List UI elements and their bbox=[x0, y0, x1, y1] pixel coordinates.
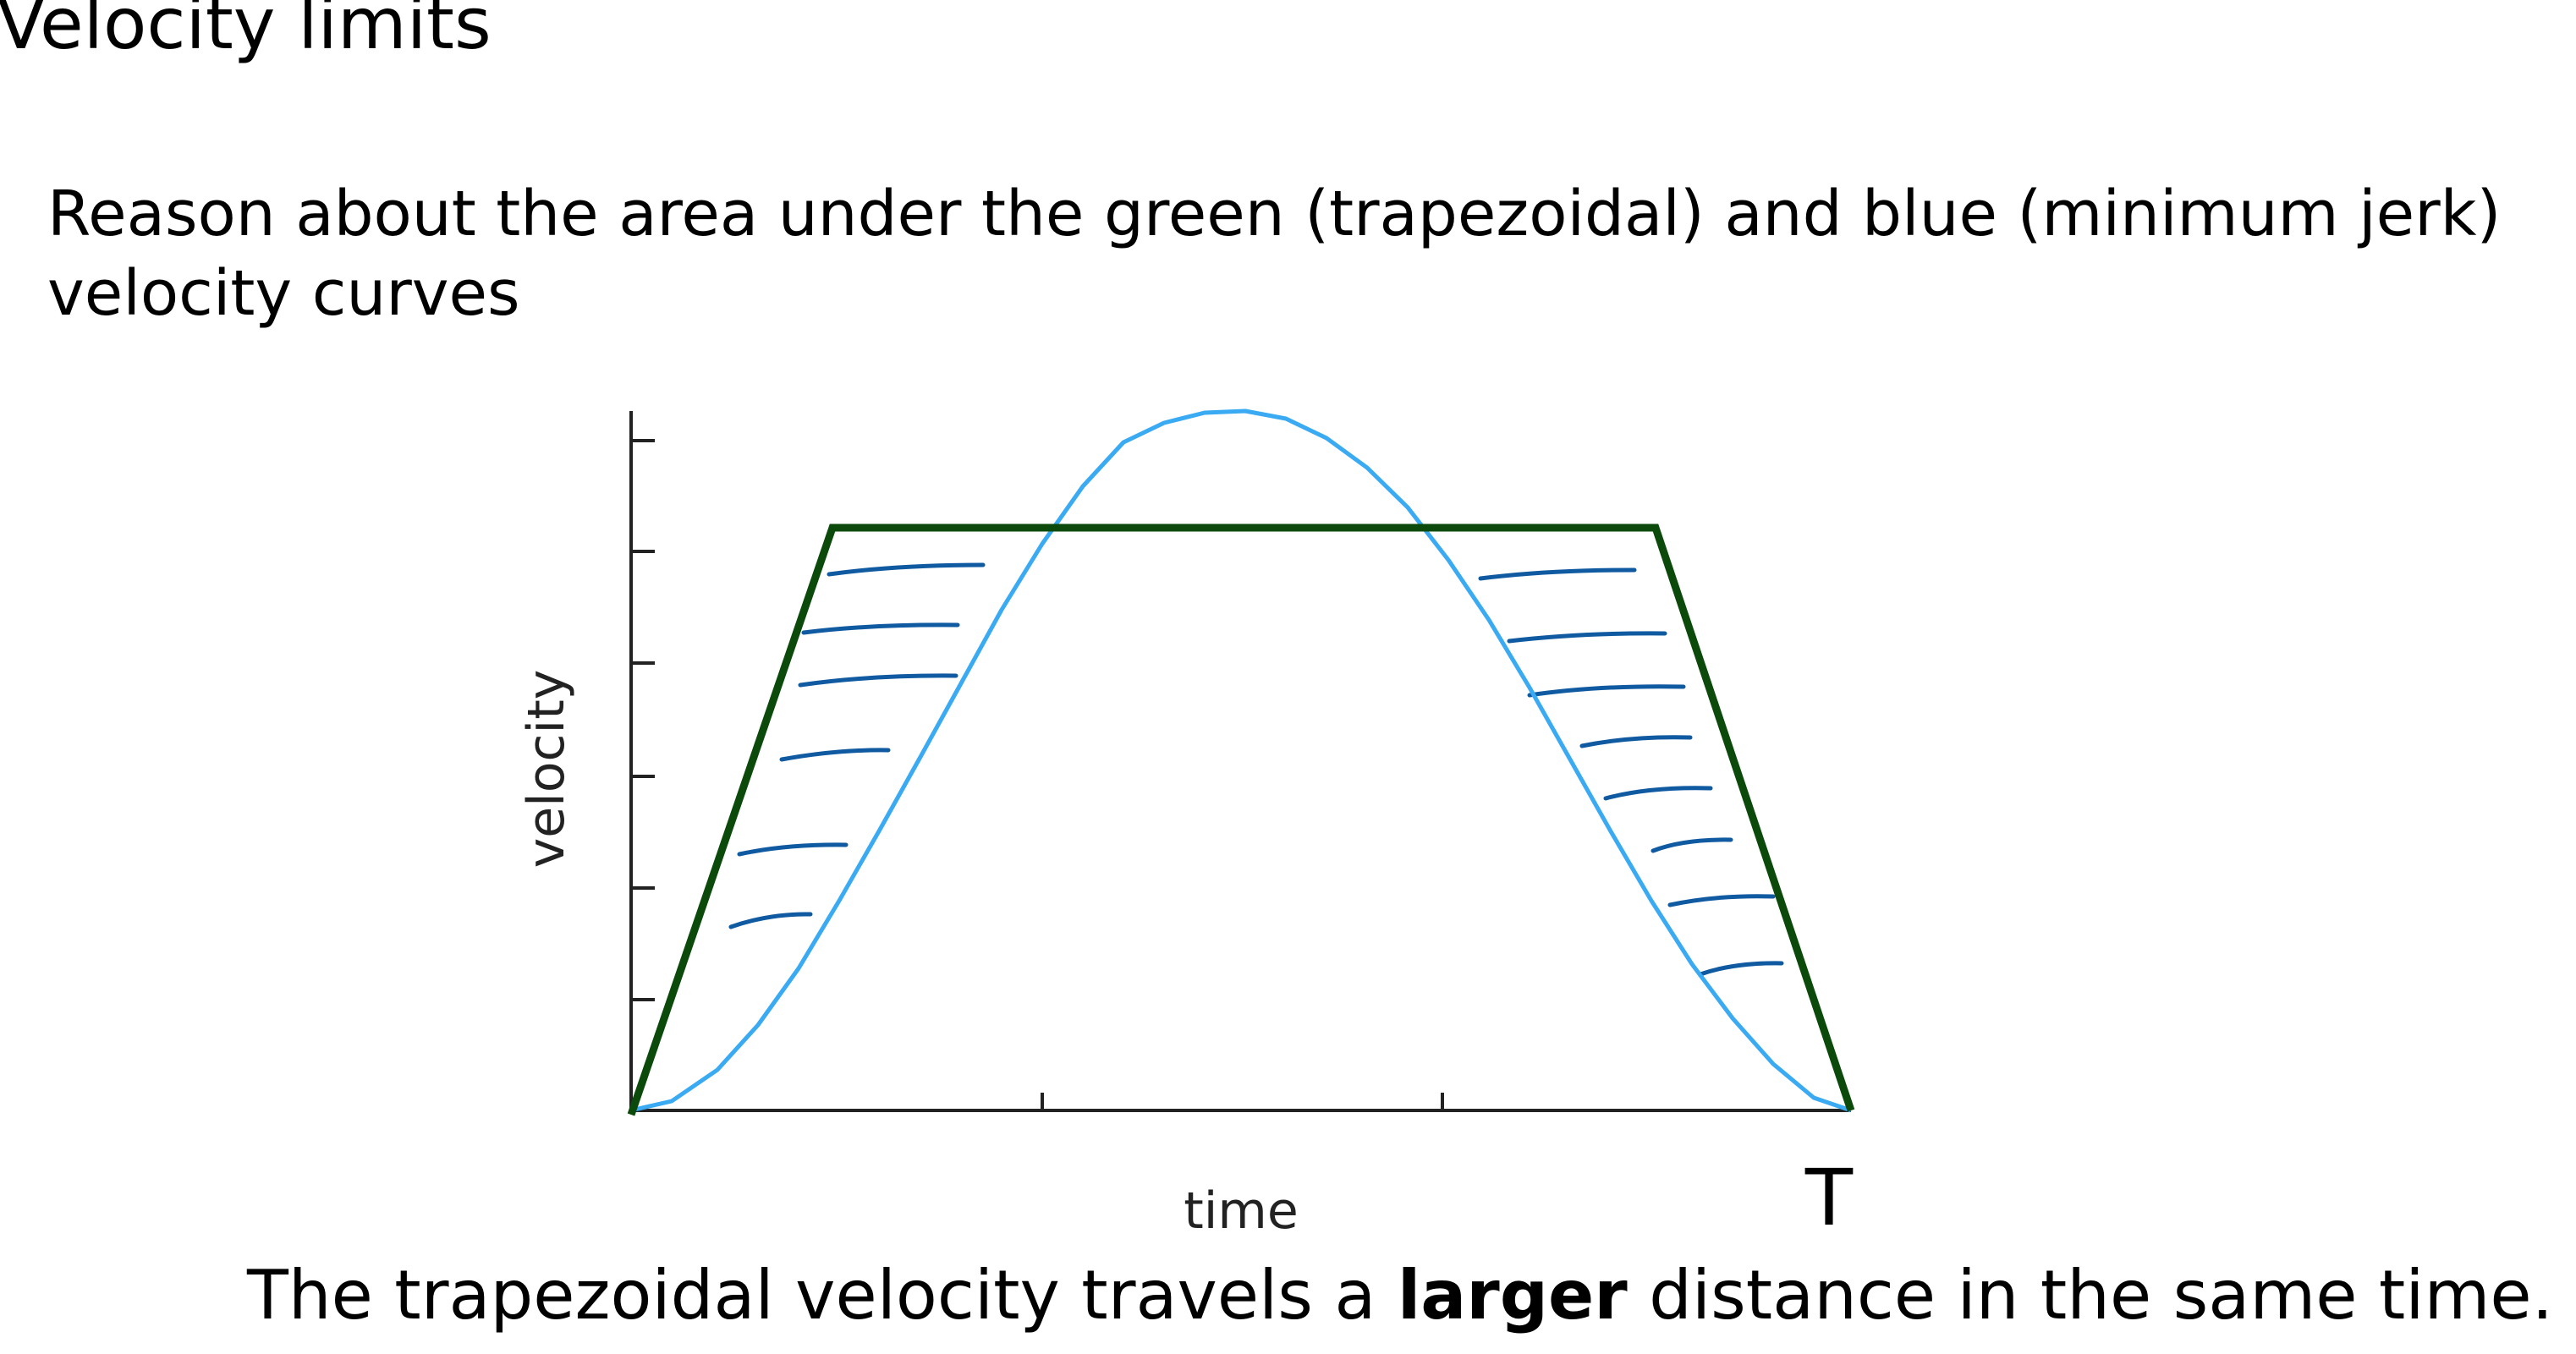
hatch-mark bbox=[1478, 567, 1637, 581]
hatch-mark bbox=[737, 842, 849, 857]
prompt-text: Reason about the area under the green (t… bbox=[47, 178, 2502, 330]
slide-title: Velocity limits bbox=[0, 0, 492, 65]
hatch-mark bbox=[1603, 786, 1713, 801]
conclusion-after: distance in the same time. bbox=[1627, 1256, 2554, 1335]
conclusion-text: The trapezoidal velocity travels a large… bbox=[247, 1255, 2553, 1336]
hatch-mark bbox=[779, 748, 891, 762]
hatch-mark bbox=[1579, 735, 1693, 748]
end-time-marker: T bbox=[1804, 1153, 1854, 1243]
hatch-mark bbox=[1507, 631, 1667, 644]
y-axis-ticks bbox=[631, 439, 655, 1001]
x-axis-ticks bbox=[1041, 1093, 1444, 1110]
hatch-mark bbox=[1651, 837, 1733, 853]
min-jerk-velocity-curve bbox=[630, 408, 1852, 1113]
hatch-mark bbox=[827, 562, 986, 577]
hatch-mark bbox=[1527, 684, 1686, 698]
hatch-marks bbox=[728, 562, 1784, 977]
time-axis-label: time bbox=[1184, 1181, 1299, 1241]
hatch-mark bbox=[801, 622, 960, 635]
conclusion-before: The trapezoidal velocity travels a bbox=[247, 1256, 1398, 1335]
trapezoidal-velocity-curve bbox=[627, 524, 1855, 1116]
axes bbox=[629, 411, 1851, 1112]
hatch-mark bbox=[1698, 961, 1784, 977]
hatch-mark bbox=[1667, 894, 1776, 907]
conclusion-emphasis: larger bbox=[1397, 1256, 1628, 1335]
hatch-mark bbox=[798, 673, 958, 688]
hatch-mark bbox=[728, 912, 813, 929]
velocity-axis-label: velocity bbox=[517, 670, 576, 869]
